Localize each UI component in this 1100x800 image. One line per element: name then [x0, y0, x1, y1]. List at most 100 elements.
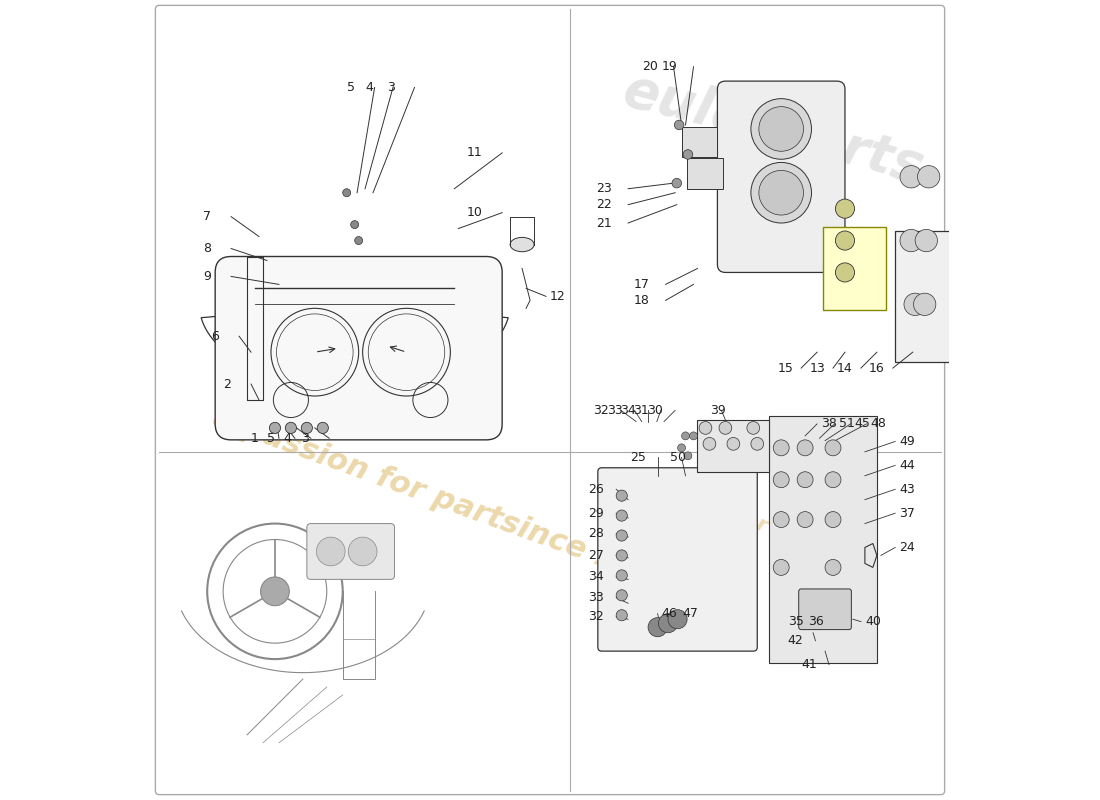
Text: 51: 51: [838, 418, 855, 430]
Circle shape: [751, 162, 812, 223]
Text: 30: 30: [647, 404, 663, 417]
Circle shape: [798, 512, 813, 527]
Text: 1: 1: [251, 432, 258, 445]
Circle shape: [703, 438, 716, 450]
Circle shape: [301, 422, 312, 434]
Circle shape: [835, 231, 855, 250]
Text: 44: 44: [899, 459, 915, 472]
Circle shape: [354, 237, 363, 245]
Text: 20: 20: [641, 60, 658, 74]
Text: 4: 4: [365, 81, 373, 94]
Text: 33: 33: [588, 591, 604, 604]
Text: 29: 29: [588, 506, 604, 520]
Text: 33: 33: [607, 404, 623, 417]
Circle shape: [747, 422, 760, 434]
Text: 25: 25: [630, 451, 646, 464]
Circle shape: [751, 438, 763, 450]
Circle shape: [773, 440, 789, 456]
Circle shape: [825, 559, 842, 575]
Text: eulerparts: eulerparts: [617, 64, 930, 194]
Circle shape: [648, 618, 668, 637]
Text: 45: 45: [855, 418, 870, 430]
Circle shape: [759, 170, 803, 215]
Circle shape: [773, 472, 789, 488]
Text: 14: 14: [837, 362, 852, 374]
Text: 46: 46: [661, 607, 678, 620]
Text: 38: 38: [821, 418, 837, 430]
Text: 27: 27: [588, 549, 604, 562]
Text: a passion for partsince 1...: a passion for partsince 1...: [209, 403, 652, 588]
Text: 16: 16: [869, 362, 884, 374]
Circle shape: [727, 438, 739, 450]
Text: 49: 49: [899, 435, 915, 448]
Text: 21: 21: [596, 217, 613, 230]
Text: 34: 34: [588, 570, 604, 583]
Text: 3: 3: [387, 81, 395, 94]
Circle shape: [690, 432, 697, 440]
Circle shape: [719, 422, 732, 434]
Text: 23: 23: [596, 182, 613, 195]
Circle shape: [683, 150, 693, 159]
Text: 13: 13: [810, 362, 825, 374]
Text: 26: 26: [588, 482, 604, 496]
Circle shape: [616, 570, 627, 581]
Text: 4: 4: [283, 432, 290, 445]
Text: 11: 11: [466, 146, 482, 159]
Text: 2: 2: [223, 378, 231, 390]
Circle shape: [285, 422, 297, 434]
Bar: [682, 126, 717, 157]
Circle shape: [684, 452, 692, 460]
Circle shape: [835, 199, 855, 218]
Text: 37: 37: [899, 506, 915, 520]
Circle shape: [915, 230, 937, 252]
Text: 10: 10: [466, 206, 482, 219]
Circle shape: [904, 293, 926, 315]
Text: 40: 40: [865, 615, 881, 628]
Text: 43: 43: [899, 482, 915, 496]
Text: 35: 35: [788, 615, 803, 628]
Circle shape: [659, 614, 678, 633]
Circle shape: [616, 490, 627, 502]
Circle shape: [759, 106, 803, 151]
Text: 6: 6: [211, 330, 219, 342]
Text: 32: 32: [593, 404, 609, 417]
Circle shape: [900, 166, 922, 188]
FancyBboxPatch shape: [717, 81, 845, 273]
Text: 17: 17: [634, 278, 650, 291]
Circle shape: [317, 537, 345, 566]
Circle shape: [900, 230, 922, 252]
FancyBboxPatch shape: [895, 231, 950, 362]
Circle shape: [751, 98, 812, 159]
Circle shape: [317, 422, 329, 434]
Circle shape: [616, 590, 627, 601]
Circle shape: [825, 512, 842, 527]
Text: 22: 22: [596, 198, 613, 211]
Text: 28: 28: [588, 527, 604, 541]
Text: 41: 41: [801, 658, 817, 671]
Circle shape: [270, 422, 280, 434]
Text: 24: 24: [899, 541, 915, 554]
Circle shape: [913, 293, 936, 315]
Circle shape: [773, 512, 789, 527]
Text: 18: 18: [634, 294, 650, 307]
Circle shape: [798, 472, 813, 488]
Circle shape: [668, 610, 688, 629]
Text: 39: 39: [710, 404, 725, 417]
Circle shape: [343, 189, 351, 197]
Text: 9: 9: [204, 270, 211, 283]
Circle shape: [700, 422, 712, 434]
Text: 19: 19: [662, 60, 678, 74]
Text: 50: 50: [670, 451, 685, 464]
Circle shape: [682, 432, 690, 440]
Text: 5: 5: [346, 81, 354, 94]
Bar: [769, 416, 877, 663]
Circle shape: [798, 440, 813, 456]
Text: 15: 15: [778, 362, 793, 374]
Circle shape: [674, 120, 684, 130]
Circle shape: [616, 530, 627, 541]
Text: 36: 36: [807, 615, 824, 628]
Circle shape: [616, 510, 627, 521]
Text: 3: 3: [301, 432, 309, 445]
Circle shape: [616, 550, 627, 561]
Circle shape: [678, 444, 685, 452]
